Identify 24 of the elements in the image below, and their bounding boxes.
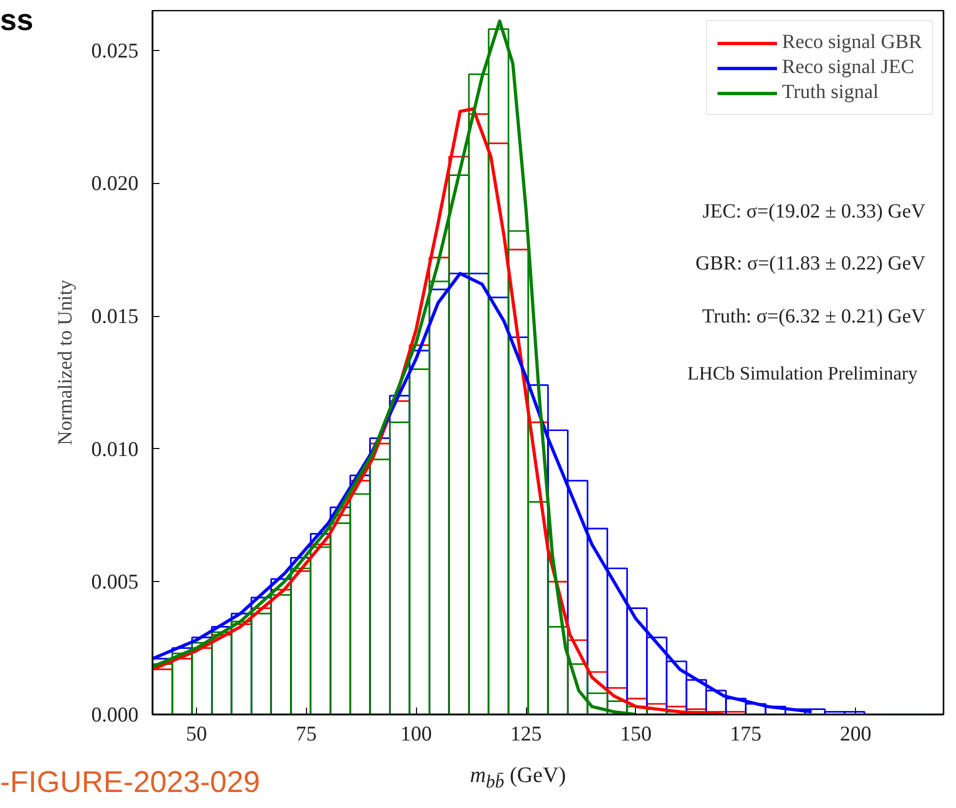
annotation: LHCb Simulation Preliminary (687, 364, 918, 384)
x-tick-label: 75 (296, 722, 317, 746)
y-tick-label: 0.020 (91, 171, 138, 196)
text: -FIGURE-2023-029 (0, 766, 260, 800)
x-tick-label: 175 (730, 722, 762, 746)
annotation: Truth: σ=(6.32 ± 0.21) GeV (702, 306, 926, 328)
x-tick-label: 100 (400, 722, 432, 746)
y-tick-label: 0.010 (91, 436, 138, 461)
y-tick-label: 0.025 (91, 38, 138, 62)
x-tick-label: 150 (620, 722, 652, 746)
y-tick-label: 0.000 (91, 702, 138, 726)
x-tick-label: 125 (510, 722, 542, 746)
legend-label: Reco signal GBR (782, 31, 922, 54)
text: ss (0, 4, 34, 38)
x-axis-title: m$_{bb̄}$ (GeV) (470, 762, 566, 792)
x-tick-label: 200 (840, 722, 872, 746)
legend-label: Truth signal (782, 81, 879, 104)
y-axis-title: Normalized to Unity (54, 280, 76, 446)
annotation: GBR: σ=(11.83 ± 0.22) GeV (695, 252, 926, 274)
y-tick-label: 0.005 (91, 570, 138, 594)
y-tick-label: 0.015 (91, 304, 138, 328)
x-tick-label: 50 (186, 722, 207, 746)
annotation: JEC: σ=(19.02 ± 0.33) GeV (702, 200, 926, 222)
legend-label: Reco signal JEC (782, 56, 914, 79)
